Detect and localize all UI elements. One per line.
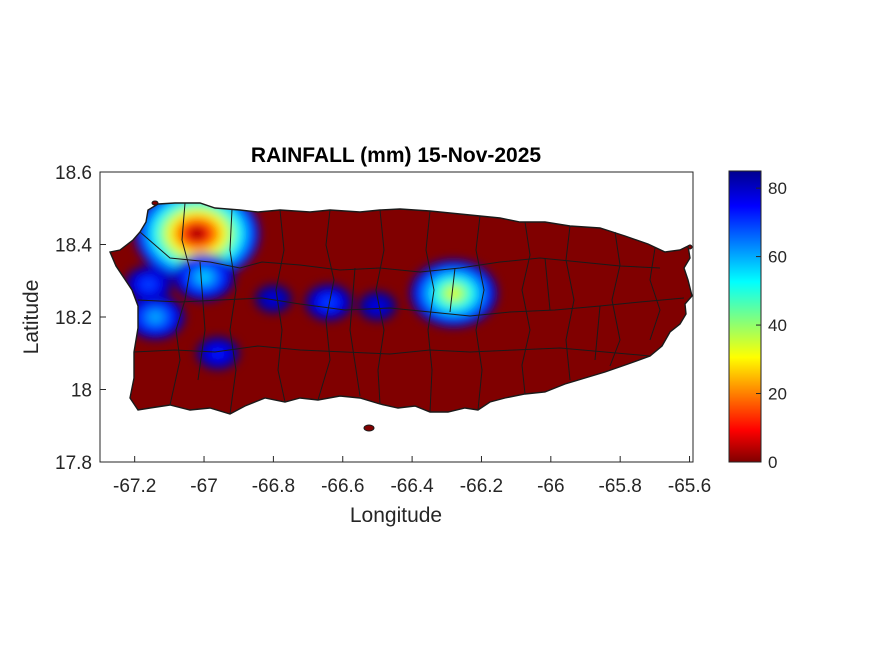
chart-title: RAINFALL (mm) 15-Nov-2025 (251, 144, 541, 167)
rainfall-field (125, 203, 498, 370)
municipal-border (425, 210, 435, 413)
islets (151, 200, 693, 432)
x-tick-label: -67 (190, 476, 217, 497)
municipal-border (375, 209, 385, 405)
municipal-border (137, 297, 685, 317)
y-tick-label: 17.8 (55, 453, 92, 474)
y-tick-label: 18 (71, 381, 92, 402)
colorbar-tick-label: 40 (768, 316, 787, 335)
rainfall-contour (145, 282, 152, 287)
municipal-border (229, 208, 237, 415)
islet (151, 200, 159, 206)
x-tick-label: -65.8 (599, 476, 642, 497)
x-tick-label: -65.6 (668, 476, 711, 497)
x-tick-label: -66.6 (321, 476, 364, 497)
islet (687, 244, 693, 250)
x-axis-ticks: -67.2 -67 -66.8 -66.6 -66.4 -66.2 -66 -65.8 -65.… (113, 456, 711, 497)
municipal-border (197, 261, 206, 381)
island-map (110, 203, 692, 414)
islet (363, 424, 375, 432)
colorbar-tick-label: 0 (768, 453, 777, 472)
y-axis-ticks: 17.8 18 18.2 18.4 18.6 (55, 163, 106, 474)
x-tick-label: -66.4 (390, 476, 434, 497)
rainfall-contour (448, 289, 460, 298)
municipal-borders (133, 202, 685, 415)
municipal-border (594, 305, 601, 361)
municipal-border (349, 267, 361, 397)
municipal-border (133, 345, 651, 357)
colorbar-ticks: 0 20 40 60 80 (756, 179, 787, 472)
municipal-border (609, 231, 621, 367)
rainfall-contour (325, 300, 332, 305)
x-tick-label: -66.8 (252, 476, 295, 497)
municipal-border (649, 247, 661, 341)
colorbar-tick-label: 60 (768, 248, 787, 267)
rainfall-contour (189, 227, 205, 240)
y-tick-label: 18.4 (55, 236, 92, 257)
municipal-border (544, 257, 551, 311)
y-tick-label: 18.6 (55, 163, 92, 184)
colorbar: 0 20 40 60 80 (728, 170, 787, 472)
y-axis-label: Latitude (20, 280, 43, 355)
municipal-border (317, 209, 335, 401)
y-tick-label: 18.2 (55, 308, 92, 329)
x-tick-label: -66 (537, 476, 564, 497)
island-coastline (109, 202, 693, 415)
x-axis-label: Longitude (350, 504, 442, 527)
municipal-border (565, 225, 575, 381)
colorbar-tick-label: 80 (768, 179, 787, 198)
rainfall-contour (151, 314, 160, 320)
municipal-border (169, 202, 191, 406)
colorbar-tick-label: 20 (768, 385, 787, 404)
municipal-border (449, 267, 456, 313)
rainfall-contour (200, 274, 208, 281)
colorbar-gradient (728, 170, 762, 463)
municipal-border (275, 209, 286, 403)
x-tick-label: -66.2 (460, 476, 503, 497)
municipal-border (475, 215, 485, 411)
municipal-border (521, 221, 531, 395)
plot-area: -67.2 -67 -66.8 -66.6 -66.4 -66.2 -66 -65.8 -65.… (55, 163, 711, 497)
x-tick-label: -67.2 (113, 476, 156, 497)
